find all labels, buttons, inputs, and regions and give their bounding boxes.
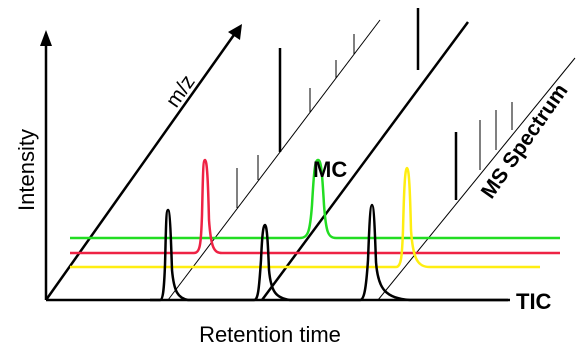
ms-spectrum-label: MS Spectrum [477, 80, 573, 203]
mz-axis-arrowhead [228, 24, 242, 40]
y-axis [40, 30, 52, 300]
x-axis-label: Retention time [199, 322, 341, 347]
tic-label: TIC [516, 289, 552, 314]
trace-yellow [70, 166, 540, 269]
mz-label: m/z [162, 71, 200, 112]
trace-tic [150, 203, 510, 302]
trace-red [70, 158, 560, 255]
trace-green [70, 158, 560, 240]
y-axis-label: Intensity [14, 129, 39, 211]
diagonal-thick-2 [260, 21, 470, 301]
diagonal-thin-1 [167, 19, 381, 301]
mz-axis [44, 24, 242, 301]
diagonal-thin-3 [377, 57, 576, 301]
y-axis-arrowhead [40, 30, 52, 46]
spectrum-3 [454, 102, 513, 200]
spectrum-1 [236, 34, 355, 208]
mc-label: MC [313, 157, 347, 182]
